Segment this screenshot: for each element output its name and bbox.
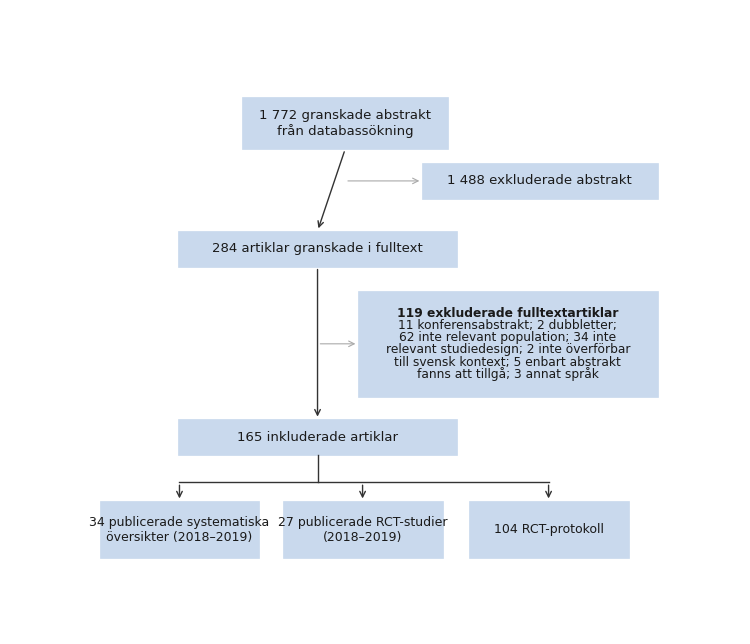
Text: 27 publicerade RCT-studier
(2018–2019): 27 publicerade RCT-studier (2018–2019)	[278, 516, 447, 544]
Text: 34 publicerade systematiska
översikter (2018–2019): 34 publicerade systematiska översikter (…	[89, 516, 269, 544]
FancyBboxPatch shape	[178, 419, 457, 455]
Text: 62 inte relevant population; 34 inte: 62 inte relevant population; 34 inte	[399, 331, 616, 344]
FancyBboxPatch shape	[242, 97, 448, 149]
Text: 119 exkluderade fulltextartiklar: 119 exkluderade fulltextartiklar	[398, 307, 619, 319]
Text: 284 artiklar granskade i fulltext: 284 artiklar granskade i fulltext	[212, 242, 423, 256]
Text: 11 konferensabstrakt; 2 dubbletter;: 11 konferensabstrakt; 2 dubbletter;	[398, 319, 617, 332]
Text: 165 inkluderade artiklar: 165 inkluderade artiklar	[237, 431, 398, 444]
Text: till svensk kontext; 5 enbart abstrakt: till svensk kontext; 5 enbart abstrakt	[394, 355, 621, 368]
FancyBboxPatch shape	[422, 163, 658, 199]
Text: 1 488 exkluderade abstrakt: 1 488 exkluderade abstrakt	[448, 175, 632, 187]
FancyBboxPatch shape	[100, 501, 260, 558]
FancyBboxPatch shape	[178, 231, 457, 267]
FancyBboxPatch shape	[283, 501, 442, 558]
Text: fanns att tillgå; 3 annat språk: fanns att tillgå; 3 annat språk	[417, 368, 598, 381]
Text: 1 772 granskade abstrakt
från databassökning: 1 772 granskade abstrakt från databassök…	[260, 109, 431, 138]
Text: relevant studiedesign; 2 inte överförbar: relevant studiedesign; 2 inte överförbar	[386, 343, 630, 356]
FancyBboxPatch shape	[358, 290, 658, 397]
Text: 104 RCT-protokoll: 104 RCT-protokoll	[494, 524, 604, 536]
FancyBboxPatch shape	[469, 501, 628, 558]
